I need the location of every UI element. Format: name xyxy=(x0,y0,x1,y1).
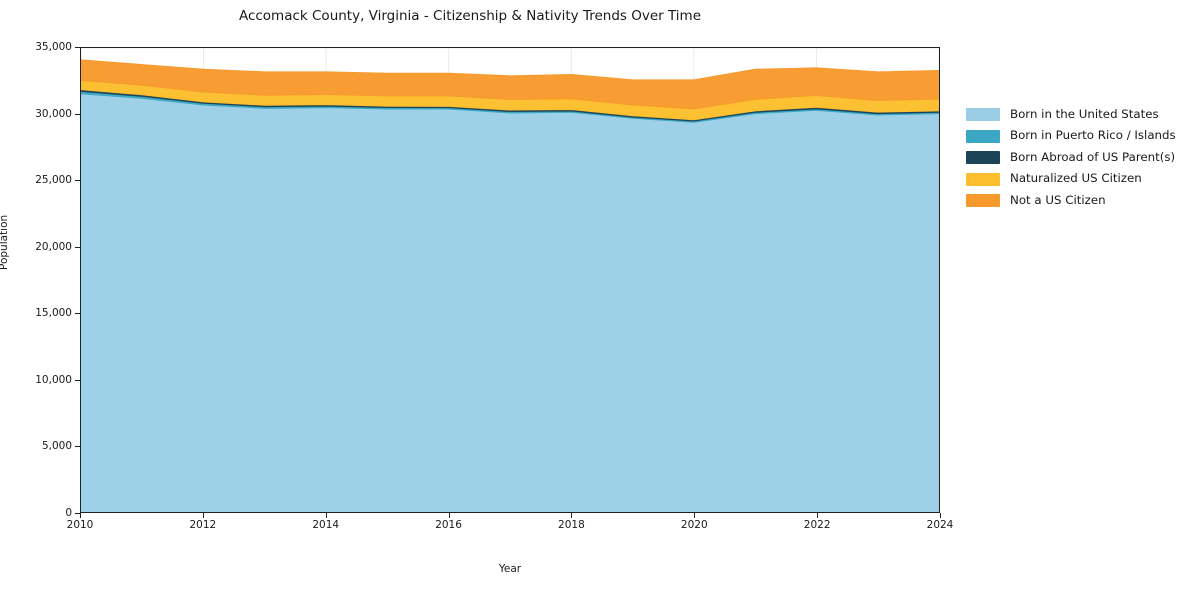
y-tick-label: 5,000 xyxy=(41,440,72,453)
stacked-area-series xyxy=(81,59,939,512)
x-tick-mark xyxy=(202,513,204,518)
x-tick-label: 2010 xyxy=(66,519,94,531)
chart-title: Accomack County, Virginia - Citizenship … xyxy=(238,8,702,24)
x-tick-label: 2012 xyxy=(189,519,217,531)
x-tick-mark xyxy=(694,513,696,518)
legend-item[interactable]: Born in Puerto Rico / Islands xyxy=(966,126,1186,148)
y-tick-label: 10,000 xyxy=(35,373,72,386)
x-tick-mark xyxy=(571,513,573,518)
y-tick-label: 30,000 xyxy=(35,107,72,120)
legend-item[interactable]: Not a US Citizen xyxy=(966,190,1186,212)
legend-item[interactable]: Born Abroad of US Parent(s) xyxy=(966,147,1186,169)
y-tick-mark xyxy=(75,379,80,381)
x-tick-mark xyxy=(80,513,81,518)
y-tick-label: 0 xyxy=(65,507,72,519)
legend-item[interactable]: Born in the United States xyxy=(966,104,1186,126)
x-tick-mark xyxy=(448,513,450,518)
legend-item-label: Born in Puerto Rico / Islands xyxy=(1010,128,1176,143)
y-tick-mark xyxy=(75,313,80,315)
y-axis-label: Population xyxy=(0,214,10,270)
legend-item-label: Naturalized US Citizen xyxy=(1010,171,1142,186)
x-tick-label: 2022 xyxy=(803,519,831,531)
y-tick-label: 35,000 xyxy=(35,41,72,53)
y-tick-mark xyxy=(75,180,80,182)
y-tick-mark xyxy=(75,113,80,115)
y-tick-mark xyxy=(75,513,80,514)
y-tick-label: 20,000 xyxy=(35,240,72,253)
legend-item[interactable]: Naturalized US Citizen xyxy=(966,169,1186,191)
legend-item-label: Born Abroad of US Parent(s) xyxy=(1010,149,1176,164)
x-tick-label: 2014 xyxy=(312,519,340,531)
x-tick-mark xyxy=(325,513,327,518)
y-tick-label: 25,000 xyxy=(35,174,72,187)
plot-inner xyxy=(81,48,939,512)
x-tick-mark xyxy=(817,513,819,518)
legend-swatch-icon xyxy=(966,129,1000,143)
y-tick-mark xyxy=(75,446,80,448)
chart-legend: Born in the United States Born in Puerto … xyxy=(966,104,1186,212)
legend-swatch-icon xyxy=(966,172,1000,186)
y-tick-mark xyxy=(75,246,80,248)
x-tick-label: 2024 xyxy=(926,519,954,531)
x-tick-label: 2016 xyxy=(435,519,462,531)
legend-swatch-icon xyxy=(966,194,1000,208)
x-tick-label: 2018 xyxy=(558,519,585,531)
legend-swatch-icon xyxy=(966,108,1000,122)
y-tick-label: 15,000 xyxy=(35,307,72,320)
x-axis-label: Year xyxy=(498,563,522,575)
x-tick-label: 2020 xyxy=(680,519,708,531)
y-tick-mark xyxy=(75,47,80,48)
legend-swatch-icon xyxy=(966,151,1000,165)
x-tick-mark xyxy=(940,513,941,518)
legend-item-label: Not a US Citizen xyxy=(1010,192,1106,207)
legend-item-label: Born in the United States xyxy=(1010,106,1159,121)
plot-area xyxy=(80,47,940,513)
